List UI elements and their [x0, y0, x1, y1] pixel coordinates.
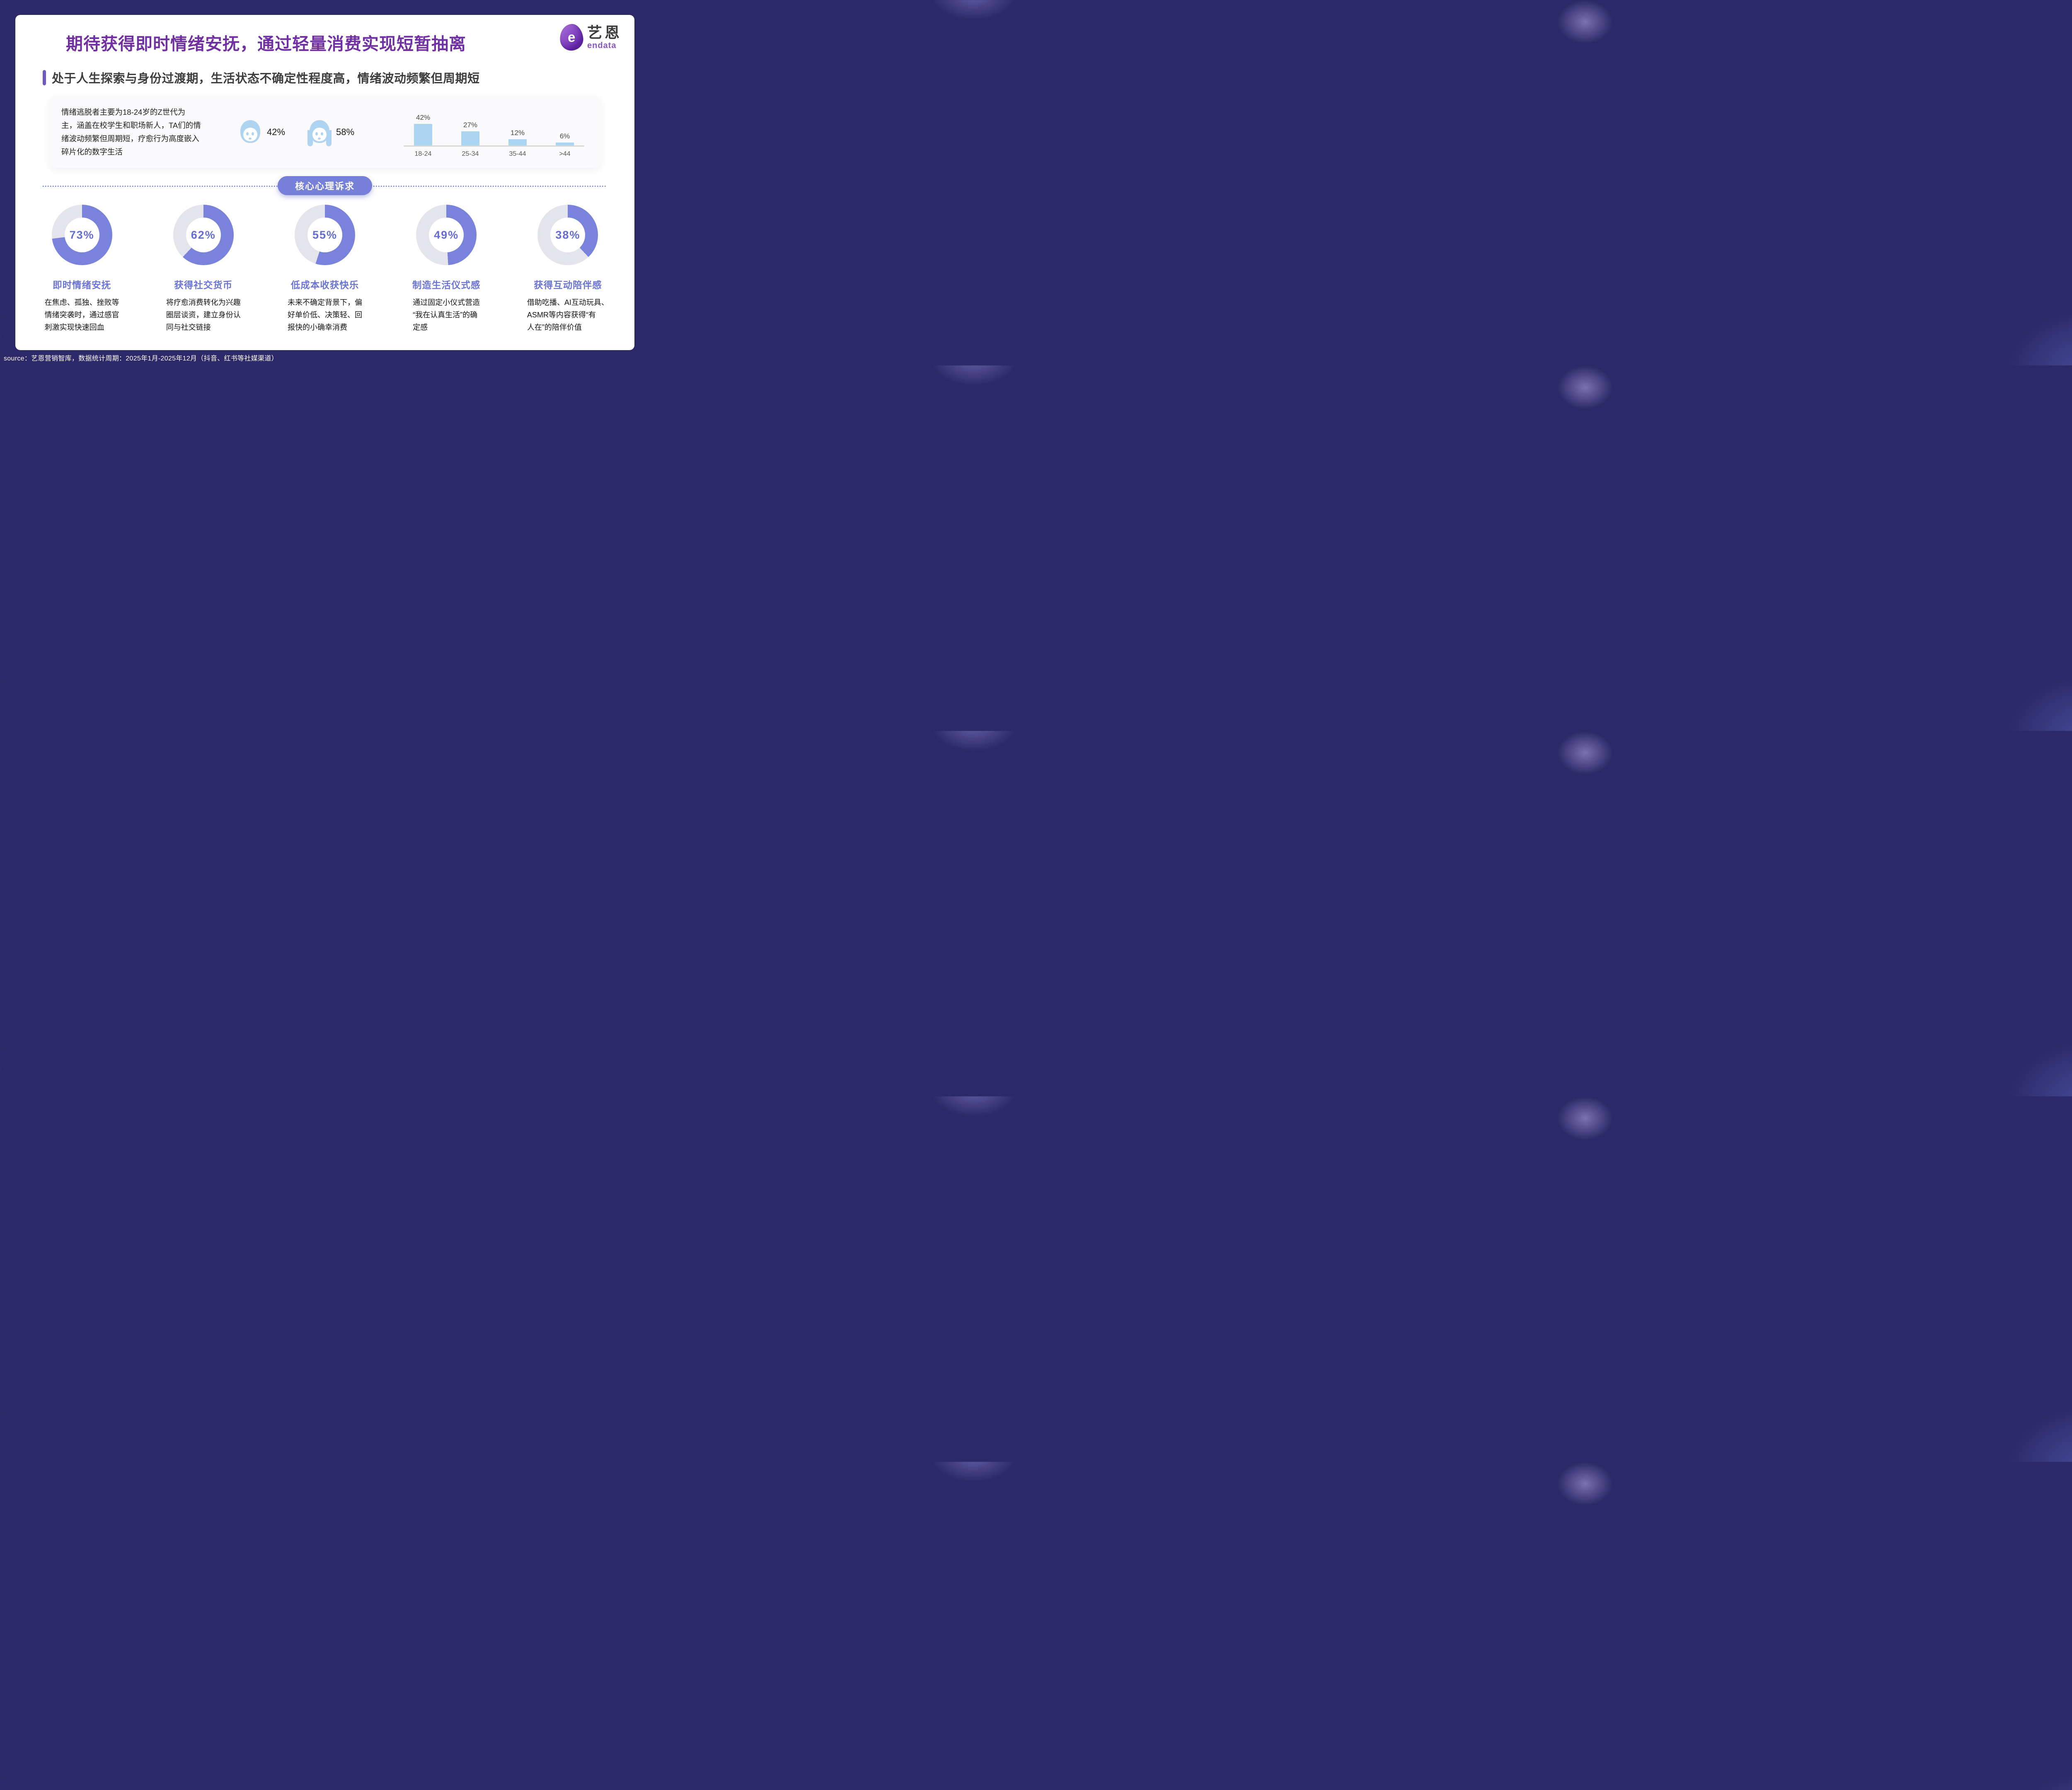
audience-profile-panel: 情绪逃脱者主要为18-24岁的Z世代为 主，涵盖在校学生和职场新人，TA们的情 …	[50, 97, 601, 168]
demand-title: 制造生活仪式感	[412, 280, 481, 290]
endata-logo-text: 艺恩 endata	[587, 25, 622, 50]
donut-chart-73: 73%	[51, 205, 112, 265]
category-label: 35-44	[509, 150, 526, 157]
endata-logo: e 艺恩 endata	[558, 23, 622, 52]
category-label: 25-34	[462, 150, 479, 157]
donut-percent: 38%	[555, 228, 581, 241]
section-heading: 处于人生探索与身份过渡期，生活状态不确定性程度高，情绪波动频繁但周期短	[43, 69, 480, 86]
demand-column-3: 55% 低成本收获快乐 未来不确定背景下，偏 好单价低、决策轻、回 报快的小确幸…	[271, 205, 379, 334]
female-percent: 58%	[336, 127, 355, 137]
section-heading-text: 处于人生探索与身份过渡期，生活状态不确定性程度高，情绪波动频繁但周期短	[52, 72, 480, 85]
bar-35-44	[508, 139, 527, 145]
demand-description: 通过固定小仪式营造 “我在认真生活”的确 定感	[413, 298, 480, 331]
gender-split: 42% 58%	[239, 120, 355, 146]
bar-value-label: 42%	[416, 113, 431, 121]
category-label: >44	[559, 150, 571, 157]
donut-percent: 55%	[312, 228, 337, 241]
demand-title: 获得社交货币	[174, 280, 233, 290]
bar-over-44	[556, 142, 574, 145]
donut-chart-49: 49%	[416, 205, 477, 265]
age-chart-categories: 18-24 25-34 35-44 >44	[404, 150, 584, 158]
page-title: 期待获得即时情绪安抚，通过轻量消费实现短暂抽离	[66, 34, 466, 53]
donut-chart-62: 62%	[173, 205, 234, 265]
demand-column-5: 38% 获得互动陪伴感 借助吃播、AI互动玩具、 ASMR等内容获得“有 人在”…	[514, 205, 622, 334]
core-demands-badge: 核心心理诉求	[277, 176, 373, 195]
bar-column: 12%	[498, 129, 537, 145]
bar-column: 27%	[451, 121, 490, 145]
heading-accent-bar	[43, 70, 46, 85]
demand-title: 获得互动陪伴感	[534, 280, 602, 290]
gender-male: 42%	[239, 120, 285, 144]
slide-background: { "slide": { "title": "期待获得即时情绪安抚，通过轻量消费…	[0, 0, 650, 365]
source-note: source：艺恩营销智库，数据统计周期：2025年1月-2025年12月（抖音…	[4, 355, 278, 362]
donut-percent: 49%	[434, 228, 459, 241]
category-label: 18-24	[414, 150, 432, 157]
male-percent: 42%	[267, 127, 286, 137]
age-distribution-chart: 42% 27% 12% 6% 18-24 25-34	[404, 106, 584, 158]
slide-card: 期待获得即时情绪安抚，通过轻量消费实现短暂抽离 e 艺恩 endata 处于人生…	[15, 15, 634, 350]
bar-value-label: 12%	[510, 129, 525, 137]
donut-percent: 73%	[69, 228, 94, 241]
bar-column: 6%	[545, 132, 584, 145]
bar-value-label: 6%	[559, 132, 570, 140]
demand-description: 借助吃播、AI互动玩具、 ASMR等内容获得“有 人在”的陪伴价值	[527, 298, 609, 331]
x-axis-line	[404, 145, 584, 147]
male-icon	[239, 120, 261, 144]
core-demands-row: 73% 即时情绪安抚 在焦虑、孤独、挫败等 情绪突袭时，通过感官 刺激实现快速回…	[21, 205, 629, 334]
bar-25-34	[461, 131, 479, 145]
age-chart-bars: 42% 27% 12% 6%	[404, 106, 584, 145]
demand-description: 未来不确定背景下，偏 好单价低、决策轻、回 报快的小确幸消费	[287, 298, 362, 331]
bar-18-24	[414, 123, 432, 145]
gender-female: 58%	[307, 120, 355, 146]
donut-chart-55: 55%	[294, 205, 355, 265]
demand-description: 在焦虑、孤独、挫败等 情绪突袭时，通过感官 刺激实现快速回血	[44, 298, 119, 331]
donut-percent: 62%	[191, 228, 216, 241]
demand-column-4: 49% 制造生活仪式感 通过固定小仪式营造 “我在认真生活”的确 定感	[392, 205, 500, 334]
demand-title: 即时情绪安抚	[53, 280, 111, 290]
logo-zh-label: 艺恩	[587, 24, 622, 41]
demand-title: 低成本收获快乐	[290, 280, 359, 290]
demand-description: 将疗愈消费转化为兴趣 圈层谈资，建立身份认 同与社交链接	[166, 298, 241, 331]
female-icon	[307, 120, 332, 146]
demand-column-2: 62% 获得社交货币 将疗愈消费转化为兴趣 圈层谈资，建立身份认 同与社交链接	[150, 205, 257, 334]
bar-value-label: 27%	[463, 121, 478, 129]
logo-en-label: endata	[587, 41, 617, 50]
profile-description: 情绪逃脱者主要为18-24岁的Z世代为 主，涵盖在校学生和职场新人，TA们的情 …	[61, 108, 201, 156]
donut-chart-38: 38%	[537, 205, 598, 265]
bar-column: 42%	[404, 113, 443, 145]
endata-logo-icon: e	[558, 23, 585, 52]
demand-column-1: 73% 即时情绪安抚 在焦虑、孤独、挫败等 情绪突袭时，通过感官 刺激实现快速回…	[28, 205, 136, 334]
